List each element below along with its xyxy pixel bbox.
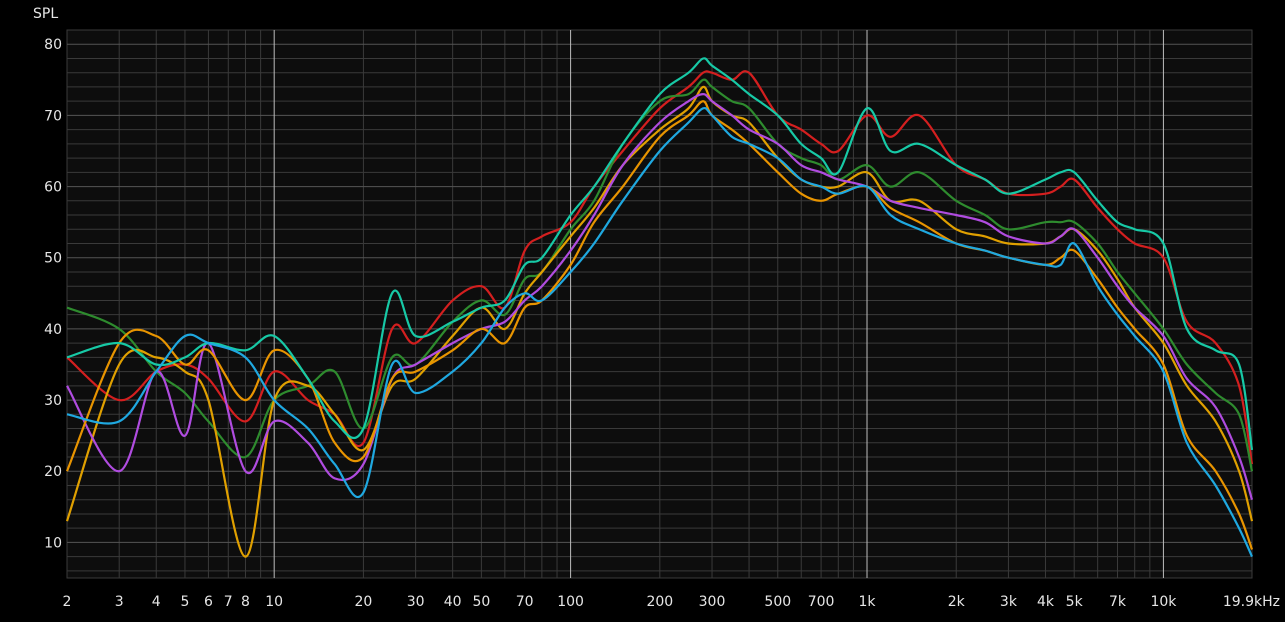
x-tick-label: 700	[808, 594, 835, 610]
x-tick-label: 5k	[1066, 594, 1084, 610]
x-tick-label: 30	[407, 594, 425, 610]
x-tick-label: 70	[516, 594, 534, 610]
x-tick-label: 6	[204, 594, 213, 610]
x-tick-label: 200	[646, 594, 673, 610]
y-tick-label: 30	[44, 393, 62, 409]
grid-minor	[66, 29, 1252, 578]
series-line-7	[66, 106, 1253, 558]
y-tick-label: 10	[44, 535, 62, 551]
series-line-2	[66, 78, 1254, 472]
y-tick-label: 60	[44, 180, 62, 196]
y-tick-label: 80	[44, 37, 62, 53]
series-line-4	[66, 93, 1254, 501]
x-tick-label: 40	[444, 594, 462, 610]
y-axis-title: SPL	[33, 6, 58, 22]
y-tick-label: 50	[44, 251, 62, 267]
x-tick-label: 50	[472, 594, 490, 610]
x-tick-label: 100	[557, 594, 584, 610]
series-layer	[65, 57, 1254, 558]
x-tick-label: 3k	[1000, 594, 1018, 610]
x-tick-label: 8	[241, 594, 250, 610]
x-tick-label: 20	[354, 594, 372, 610]
x-tick-label: 7k	[1109, 594, 1127, 610]
x-tick-label: 4k	[1037, 594, 1055, 610]
x-tick-label: 10k	[1150, 594, 1177, 610]
x-tick-label: 2	[63, 594, 72, 610]
x-tick-label: 2k	[948, 594, 966, 610]
x-tick-label: 500	[764, 594, 791, 610]
x-tick-label: 300	[699, 594, 726, 610]
x-tick-label: 4	[152, 594, 161, 610]
grid-major	[273, 30, 1164, 578]
y-tick-label: 20	[44, 464, 62, 480]
y-tick-labels: 10 20 30 40 50 60 70 80	[44, 37, 62, 551]
x-tick-label: 7	[224, 594, 233, 610]
x-tick-labels: 2 3 4 5 6 7 8 10 20 30 40 50 70 100 200 300 500 700 1k 2k 3k…	[63, 594, 1280, 610]
series-line-6	[66, 57, 1254, 451]
x-tick-label: 10	[265, 594, 283, 610]
x-tick-label: 1k	[858, 594, 876, 610]
x-tick-label: 3	[115, 594, 124, 610]
y-tick-label: 40	[44, 322, 62, 338]
x-tick-label: 5	[180, 594, 189, 610]
x-tick-label: 19.9kHz	[1223, 594, 1280, 610]
y-tick-label: 70	[44, 108, 62, 124]
